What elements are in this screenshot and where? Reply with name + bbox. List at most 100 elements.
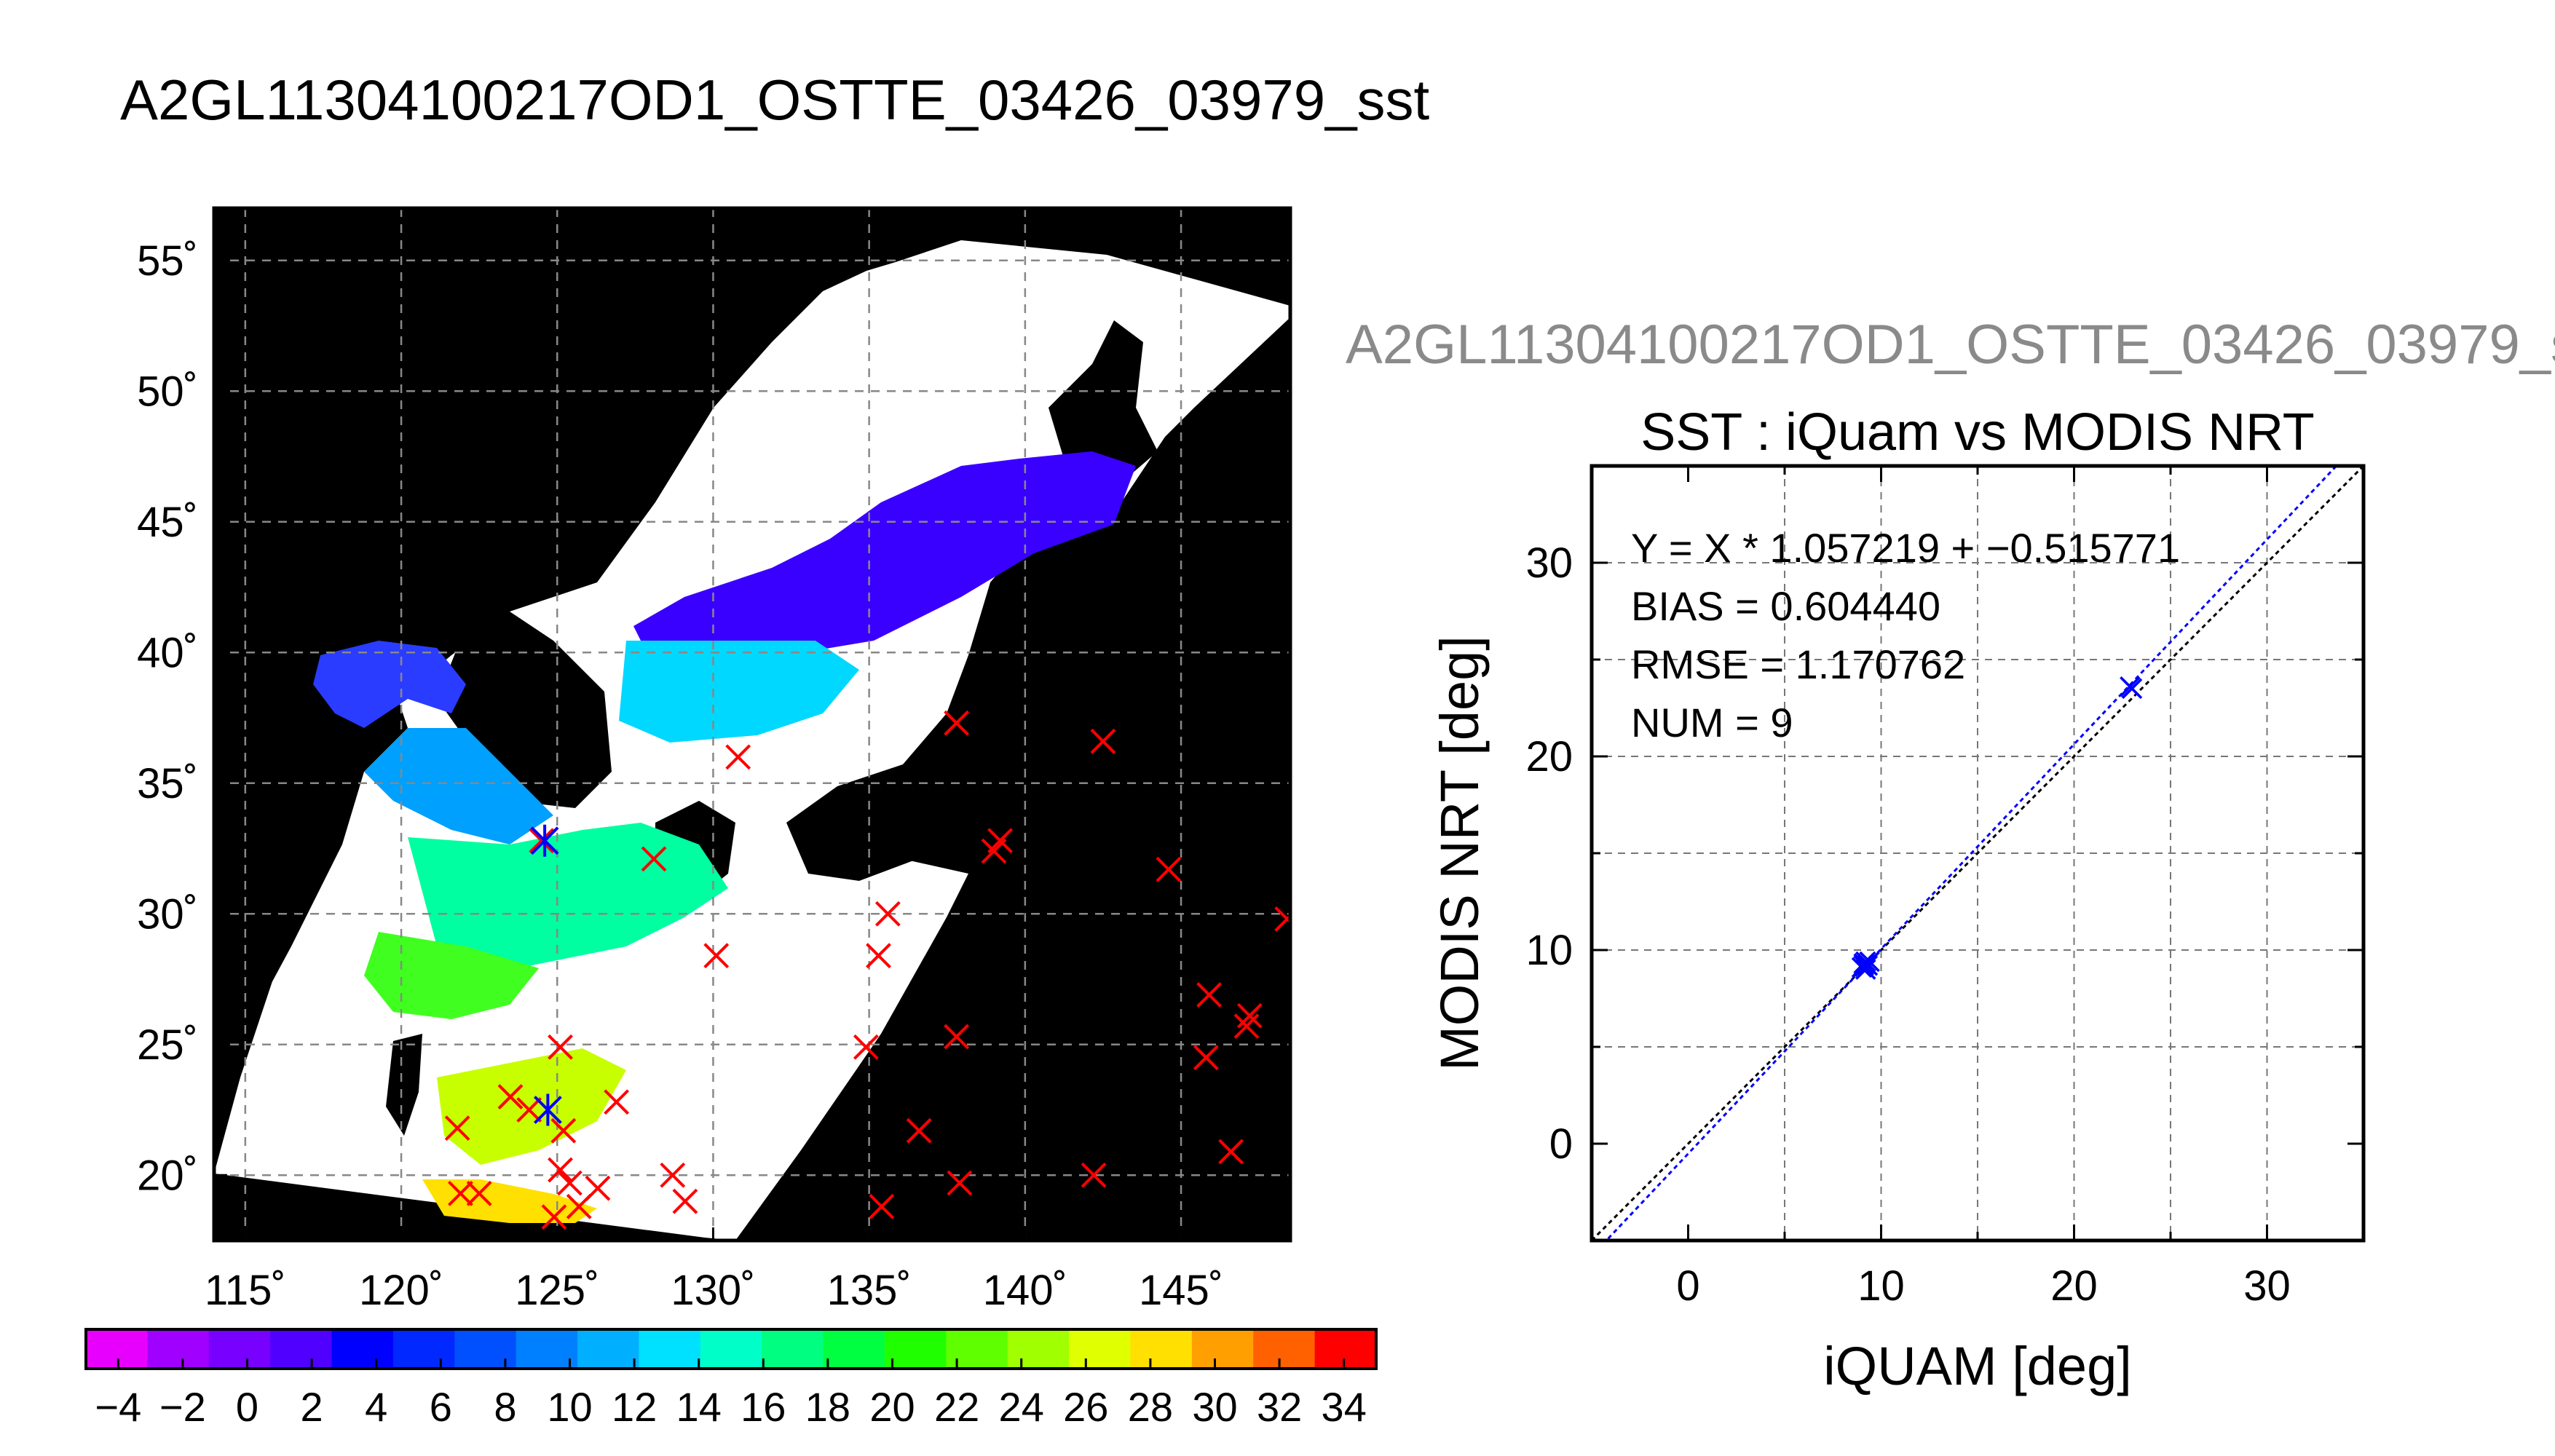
iquam-marker [641, 846, 667, 872]
colorbar-tick-label: 32 [1257, 1384, 1302, 1430]
colorbar-segment [577, 1329, 639, 1369]
colorbar-segment [270, 1329, 333, 1369]
iquam-marker [1081, 1162, 1107, 1188]
colorbar-segment [1314, 1329, 1377, 1369]
colorbar-tick-label: 30 [1192, 1384, 1237, 1430]
iquam-marker-stroke [1081, 1162, 1107, 1188]
scatter-points [1851, 676, 2143, 980]
colorbar-segment [147, 1329, 210, 1369]
iquam-marker [672, 1188, 698, 1214]
iquam-marker-stroke [444, 1115, 470, 1142]
map-y-tick-label: 45˚ [137, 499, 198, 546]
iquam-marker-stroke [550, 1117, 577, 1144]
colorbar-tick-label: 28 [1128, 1384, 1173, 1430]
scatter-point-stroke [1855, 951, 1876, 973]
colorbar-segment [1069, 1329, 1131, 1369]
colorbar-segment [208, 1329, 271, 1369]
scatter-y-tick-label: 30 [1525, 539, 1573, 587]
iquam-marker [1274, 906, 1290, 932]
colorbar-tick-label: 22 [934, 1384, 979, 1430]
iquam-marker-stroke [516, 1097, 542, 1123]
colorbar-segment [762, 1329, 824, 1369]
one-to-one-line [1592, 466, 2364, 1241]
colorbar-segment [516, 1329, 578, 1369]
scatter-title: SST : iQuam vs MODIS NRT [1640, 403, 2315, 462]
iquam-marker [448, 1180, 473, 1206]
iquam-marker [529, 828, 555, 854]
map-y-tick-label: 30˚ [137, 890, 198, 938]
map-y-tick-label: 25˚ [137, 1021, 198, 1069]
iquam-marker [1156, 856, 1182, 882]
iquam-marker [725, 744, 751, 770]
scatter-panel: 0 10 20 30 0 10 20 30 SST : iQuam vs MODIS NRT iQ… [1429, 403, 2366, 1396]
colorbar-segment [946, 1329, 1008, 1369]
colorbar-tick-label: −2 [159, 1384, 206, 1430]
map-y-tick-label: 50˚ [137, 368, 198, 415]
map-x-tick-label: 120˚ [359, 1267, 443, 1314]
colorbar-tick-label: 8 [494, 1384, 516, 1430]
iquam-marker [550, 1117, 577, 1144]
iquam-marker [853, 1034, 879, 1060]
scatter-point [1853, 955, 1874, 976]
scatter-subtitle: A2GL11304100217OD1_OSTTE_03426_03979_sst [1346, 314, 2555, 376]
iquam-marker-stroke [987, 828, 1013, 854]
iquam-marker-stroke [529, 828, 555, 854]
land-japan-hokkaido [1049, 320, 1158, 495]
iquam-marker-stroke [566, 1193, 592, 1219]
scatter-x-tick-label: 30 [2243, 1262, 2291, 1310]
iquam-marker-stroke [641, 846, 667, 872]
iquam-marker-stroke [448, 1180, 473, 1206]
scatter-point-stroke [2121, 678, 2143, 700]
iquam-marker [541, 1204, 567, 1230]
colorbar-segment [1130, 1329, 1193, 1369]
colorbar-segment [1253, 1329, 1316, 1369]
iquam-marker [604, 1089, 630, 1115]
map-x-tick-label: 145˚ [1139, 1267, 1223, 1314]
scatter-y-axis-label: MODIS NRT [deg] [1429, 636, 1490, 1071]
land-japan-honshu [786, 502, 1136, 881]
iquam-marker [947, 1170, 973, 1196]
map-frame [212, 206, 1292, 1243]
map-axis-ticks: 115˚ 120˚ 125˚ 130˚ 135˚ 140˚ 145˚ 20˚ 25˚ 30˚ 35˚… [137, 237, 1223, 1314]
land-china-coast [214, 641, 408, 1070]
scatter-x-axis-label: iQUAM [deg] [1823, 1336, 2132, 1396]
land-taiwan [386, 1034, 422, 1136]
colorbar-tick-label: 26 [1063, 1384, 1108, 1430]
iquam-marker-stroke [866, 943, 891, 969]
iquam-marker-stroke [1233, 1013, 1260, 1040]
sst-band-tropical [422, 1179, 597, 1223]
scatter-y-tick-label: 0 [1549, 1120, 1573, 1168]
matched-markers [530, 824, 562, 1126]
scatter-y-tick-label: 10 [1525, 927, 1573, 974]
map-x-tick-label: 115˚ [205, 1267, 286, 1314]
iquam-marker-stroke [466, 1180, 492, 1206]
iquam-markers [444, 710, 1290, 1230]
iquam-marker [874, 901, 901, 927]
iquam-marker [1090, 728, 1116, 754]
map-x-tick-label: 135˚ [827, 1267, 912, 1314]
scatter-grid [1592, 466, 2364, 1241]
iquam-marker-stroke [672, 1188, 698, 1214]
iquam-marker-stroke [874, 901, 901, 927]
map-y-tick-label: 55˚ [137, 237, 198, 285]
iquam-marker-stroke [1196, 982, 1223, 1008]
iquam-marker-stroke [947, 1170, 973, 1196]
figure-title: A2GL11304100217OD1_OSTTE_03426_03979_sst [120, 68, 1430, 132]
iquam-marker-stroke [1218, 1139, 1244, 1165]
iquam-marker [497, 1084, 524, 1109]
iquam-marker [1233, 1013, 1260, 1040]
sst-map-panel: 115˚ 120˚ 125˚ 130˚ 135˚ 140˚ 145˚ 20˚ 25˚ 30˚ 35˚… [137, 206, 1292, 1314]
scatter-stat-line: Y = X * 1.057219 + −0.515771 [1631, 525, 2180, 571]
scatter-x-tick-label: 10 [1857, 1262, 1905, 1310]
colorbar-tick-label: 20 [869, 1384, 915, 1430]
colorbar: −4 −2 0 2 4 6 8 10 12 14 16 18 20 22 24 26 28 30 32 34 [84, 1328, 1378, 1430]
sst-band-warm-south [364, 932, 539, 1019]
iquam-marker-stroke [497, 1084, 524, 1109]
iquam-marker [556, 1170, 583, 1196]
colorbar-tick-label: 4 [365, 1384, 387, 1430]
iquam-marker [444, 1115, 470, 1142]
colorbar-tick-label: 10 [547, 1384, 592, 1430]
scatter-point-stroke [1859, 951, 1880, 973]
iquam-marker [1193, 1045, 1219, 1071]
iquam-marker [660, 1162, 686, 1188]
